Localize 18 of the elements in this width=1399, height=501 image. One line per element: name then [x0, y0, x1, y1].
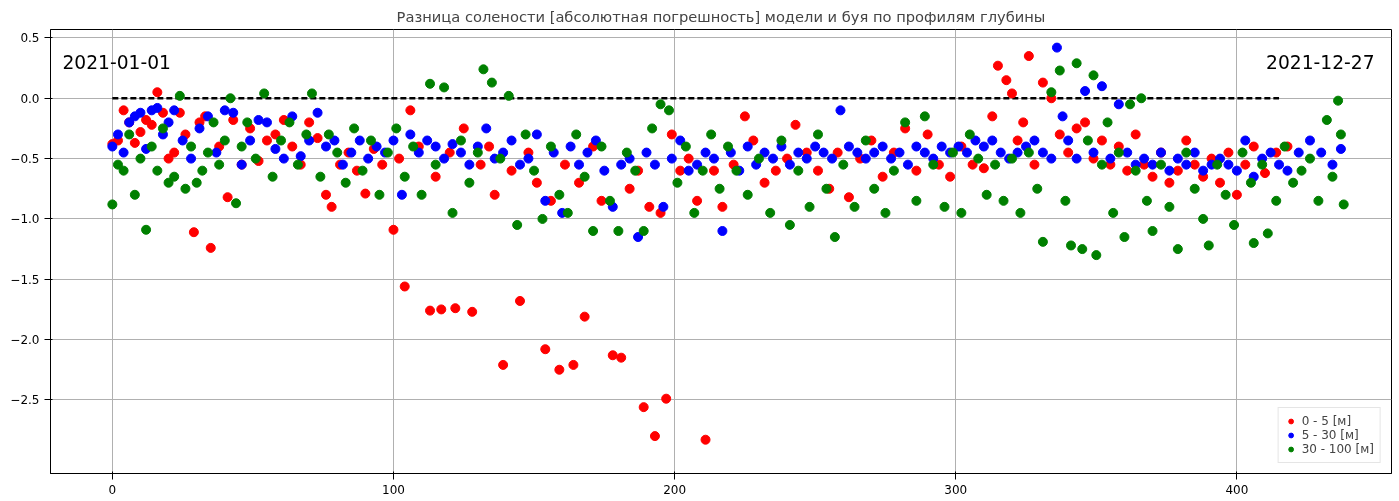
y-tick-label: 0.0 [20, 91, 40, 106]
legend-label: 30 - 100 [м] [1301, 442, 1374, 456]
y-tick-label: −2.0 [10, 333, 40, 348]
y-tick-label: −2.5 [10, 393, 40, 408]
y-tick-label: −0.5 [10, 152, 40, 167]
x-tick-label: 400 [1225, 482, 1249, 497]
legend-label: 0 - 5 [м] [1301, 414, 1352, 428]
x-tick-label: 300 [944, 482, 968, 497]
x-tick-label: 100 [382, 482, 405, 497]
legend-label: 5 - 30 [м] [1301, 428, 1359, 442]
y-tick-label: 0.5 [20, 31, 40, 46]
y-tick-label: −1.5 [10, 272, 40, 287]
annotation: 2021-01-01 [62, 51, 171, 73]
x-tick-label: 0 [108, 482, 117, 497]
x-tick-label: 200 [663, 482, 687, 497]
annotation: 2021-12-27 [1266, 51, 1375, 73]
chart-title: Разница солености [абсолютная погрешность] модели и буя по профилям глубины [396, 7, 1046, 25]
y-tick-label: −1.0 [10, 212, 40, 227]
